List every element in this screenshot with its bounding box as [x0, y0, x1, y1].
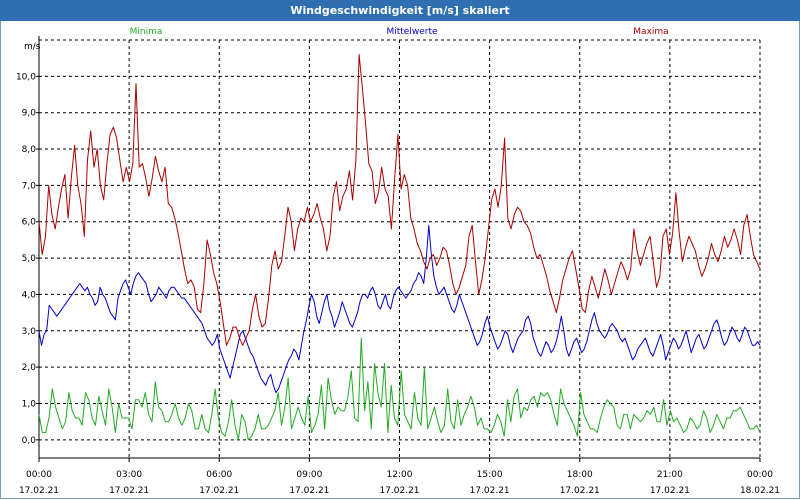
x-tick-date: 17.02.21 — [199, 486, 239, 496]
x-tick-time: 03:00 — [116, 470, 142, 480]
x-tick-time: 06:00 — [206, 470, 232, 480]
x-tick-date: 17.02.21 — [289, 486, 329, 496]
y-tick-label: 5,0 — [22, 254, 37, 264]
y-tick-label: 3,0 — [22, 327, 37, 337]
x-tick-time: 09:00 — [296, 470, 322, 480]
y-tick-label: 7,0 — [22, 181, 37, 191]
y-tick-label: 6,0 — [22, 218, 37, 228]
x-tick-date: 17.02.21 — [560, 486, 600, 496]
x-tick-time: 18:00 — [567, 470, 593, 480]
legend-minima: Minima — [130, 27, 163, 37]
window-title: Windgeschwindigkeit [m/s] skaliert — [0, 0, 800, 21]
y-axis-label: m/s — [24, 42, 41, 52]
x-tick-date: 17.02.21 — [109, 486, 149, 496]
y-tick-label: 1,0 — [22, 399, 37, 409]
x-tick-date: 17.02.21 — [470, 486, 510, 496]
x-tick-time: 15:00 — [477, 470, 503, 480]
series-line-minima — [38, 337, 761, 441]
y-tick-label: 9,0 — [22, 109, 37, 119]
y-tick-label: 10,0 — [16, 72, 36, 82]
x-tick-time: 00:00 — [26, 470, 52, 480]
x-tick-time: 12:00 — [387, 470, 413, 480]
y-tick-label: 4,0 — [22, 290, 37, 300]
legend-maxima: Maxima — [633, 27, 668, 37]
legend-mittelwerte: Mittelwerte — [386, 27, 437, 37]
x-tick-date: 17.02.21 — [650, 486, 690, 496]
x-tick-date: 18.02.21 — [740, 486, 780, 496]
x-tick-time: 00:00 — [747, 470, 773, 480]
series-line-maxima — [38, 54, 761, 346]
x-tick-date: 17.02.21 — [379, 486, 419, 496]
y-tick-label: 0,0 — [22, 436, 37, 446]
series-line-mittelwerte — [38, 224, 761, 394]
x-tick-date: 17.02.21 — [19, 486, 59, 496]
y-tick-label: 2,0 — [22, 363, 37, 373]
y-tick-label: 8,0 — [22, 145, 37, 155]
x-tick-time: 21:00 — [657, 470, 683, 480]
